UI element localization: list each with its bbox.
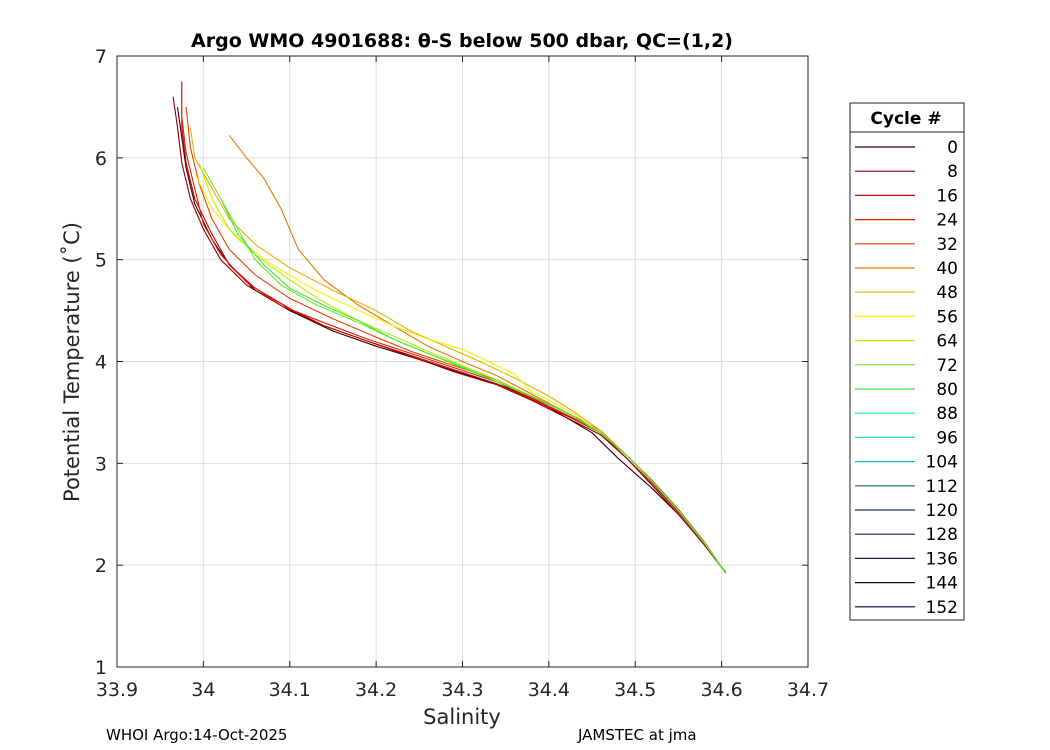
y-axis-label: Potential Temperature (˚C) <box>60 222 84 502</box>
legend-entry-label: 64 <box>936 332 958 352</box>
y-tick-label: 1 <box>95 657 107 679</box>
legend-entry-label: 88 <box>936 404 958 424</box>
x-tick-label: 34 <box>191 679 215 701</box>
legend-entry-label: 40 <box>936 259 958 279</box>
legend-entry-label: 8 <box>947 162 958 182</box>
y-tick-label: 5 <box>95 250 107 272</box>
x-axis-label: Salinity <box>423 705 501 729</box>
x-tick-label: 34.6 <box>700 679 742 701</box>
legend-entry-label: 48 <box>936 283 958 303</box>
x-tick-label: 33.9 <box>96 679 138 701</box>
series-line-cycle-80 <box>220 198 727 574</box>
x-tick-label: 34.1 <box>269 679 311 701</box>
y-tick-label: 4 <box>95 352 107 374</box>
legend-entries: 0 8 16 24 32 40 48 56 64 72 80 88 96 104 112 120 128 136 1… <box>855 138 958 618</box>
series-line-cycle-0 <box>176 106 727 574</box>
series-group <box>172 81 727 574</box>
legend: Cycle # 0 8 16 24 32 40 48 56 64 72 80 88 96 104 112 12… <box>849 102 965 621</box>
y-tick-label: 2 <box>95 555 107 577</box>
series-line-cycle-16 <box>181 81 727 574</box>
tick-labels: 33.9 34 34.1 34.2 34.3 34.4 34.5 34.6 34.7123456… <box>95 46 829 701</box>
x-tick-label: 34.3 <box>441 679 483 701</box>
legend-entry-label: 136 <box>926 549 958 569</box>
series-line-cycle-48 <box>189 127 727 574</box>
series-line-cycle-32 <box>185 106 727 574</box>
legend-entry-label: 72 <box>936 356 958 376</box>
series-line-cycle-40 <box>228 135 727 574</box>
legend-entry-label: 152 <box>926 598 958 618</box>
x-tick-label: 34.5 <box>614 679 656 701</box>
footer-credit: JAMSTEC at jma <box>578 726 697 744</box>
series-line-cycle-8 <box>172 96 727 573</box>
legend-entry-label: 144 <box>926 574 958 594</box>
legend-entry-label: 80 <box>936 380 958 400</box>
x-tick-label: 34.2 <box>355 679 397 701</box>
legend-entry-label: 24 <box>936 211 958 231</box>
legend-entry-label: 0 <box>947 138 958 158</box>
y-tick-label: 6 <box>95 148 107 170</box>
legend-entry-label: 112 <box>926 477 958 497</box>
legend-entry-label: 32 <box>936 235 958 255</box>
y-tick-label: 3 <box>95 453 107 475</box>
chart-title: Argo WMO 4901688: θ-S below 500 dbar, QC… <box>191 30 733 52</box>
legend-entry-label: 16 <box>936 186 958 206</box>
legend-entry-label: 120 <box>926 501 958 521</box>
x-tick-label: 34.4 <box>528 679 570 701</box>
footer-source: WHOI Argo:14-Oct-2025 <box>106 726 288 744</box>
y-tick-label: 7 <box>95 46 107 68</box>
legend-entry-label: 128 <box>926 525 958 545</box>
x-tick-label: 34.7 <box>787 679 829 701</box>
legend-entry-label: 56 <box>936 307 958 327</box>
series-line-cycle-24 <box>181 117 727 574</box>
legend-entry-label: 104 <box>926 453 958 473</box>
legend-title: Cycle # <box>870 109 941 129</box>
legend-entry-label: 96 <box>936 428 958 448</box>
